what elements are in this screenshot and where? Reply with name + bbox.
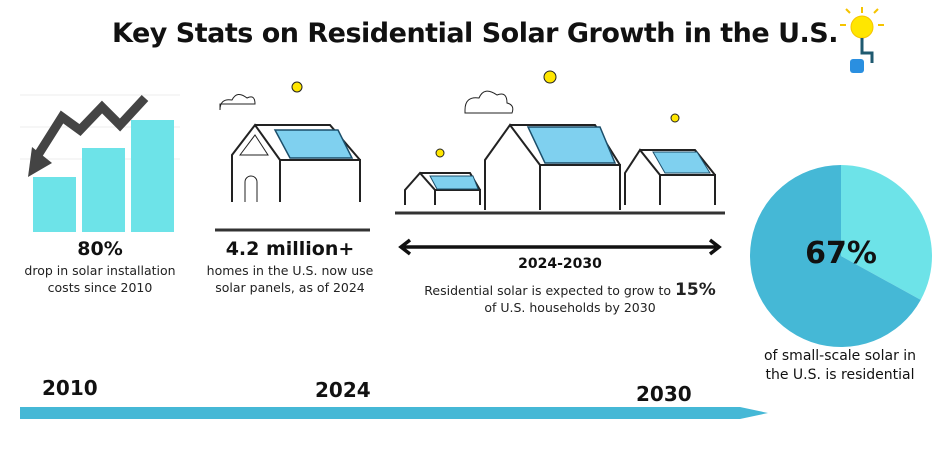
caption-line: of U.S. households by 2030 xyxy=(484,300,656,315)
sun-icon xyxy=(291,81,303,93)
pie-caption: of small-scale solar in the U.S. is resid… xyxy=(740,347,940,385)
caption-line: of small-scale solar in xyxy=(763,348,917,364)
bar-2024 xyxy=(131,120,174,232)
cloud-icon xyxy=(464,90,514,114)
pie-slice-other xyxy=(841,165,932,300)
down-arrow-icon xyxy=(34,94,149,158)
stat-growth-value: 15% xyxy=(675,280,716,300)
caption-line: solar panels, as of 2024 xyxy=(215,280,365,295)
houses-with-solar-panels xyxy=(395,70,725,215)
stat-growth-caption: Residential solar is expected to grow to… xyxy=(420,282,720,316)
timeline-year-2024: 2024 xyxy=(315,378,371,402)
range-label: 2024-2030 xyxy=(518,256,602,272)
bar-mid xyxy=(82,148,125,232)
residential-share-pie xyxy=(750,165,932,347)
timeline-year-2030: 2030 xyxy=(636,382,692,406)
stat-homes-caption: homes in the U.S. now use solar panels, a… xyxy=(195,262,385,296)
bar-2010 xyxy=(33,177,76,232)
page-title: Key Stats on Residential Solar Growth in… xyxy=(112,18,839,49)
caption-line: homes in the U.S. now use xyxy=(206,263,374,278)
caption-line: costs since 2010 xyxy=(47,280,153,295)
bar-trend-graphic xyxy=(20,94,180,232)
sun-icon xyxy=(543,70,557,84)
stat-homes-value: 4.2 million+ xyxy=(225,238,355,260)
timeline-arrow xyxy=(20,407,768,419)
caption-line: Residential solar is expected to grow to xyxy=(424,283,672,298)
house-with-solar-panels xyxy=(215,81,370,232)
double-arrow-icon xyxy=(398,238,722,256)
pie-value: 67% xyxy=(805,236,877,271)
pie-slice-residential xyxy=(750,165,921,347)
caption-line: drop in solar installation xyxy=(24,263,176,278)
sun-plug-icon xyxy=(840,7,884,73)
timeline-year-2010: 2010 xyxy=(42,376,98,400)
caption-line: the U.S. is residential xyxy=(765,367,915,383)
stat-cost-drop-caption: drop in solar installation costs since 20… xyxy=(10,262,190,296)
stat-cost-drop-value: 80% xyxy=(77,238,123,260)
